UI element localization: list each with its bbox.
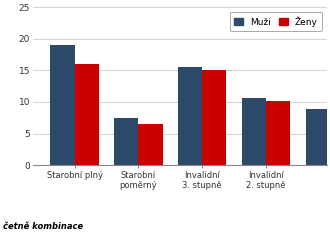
- Bar: [202, 70, 226, 165]
- Bar: [50, 45, 75, 165]
- Bar: [306, 109, 330, 165]
- Bar: [266, 101, 290, 165]
- Bar: [138, 124, 163, 165]
- Bar: [114, 118, 138, 165]
- Text: četně kombinace: četně kombinace: [3, 222, 83, 231]
- Bar: [178, 67, 202, 165]
- Legend: Muži, Ženy: Muži, Ženy: [230, 12, 322, 31]
- Bar: [242, 98, 266, 165]
- Bar: [75, 64, 99, 165]
